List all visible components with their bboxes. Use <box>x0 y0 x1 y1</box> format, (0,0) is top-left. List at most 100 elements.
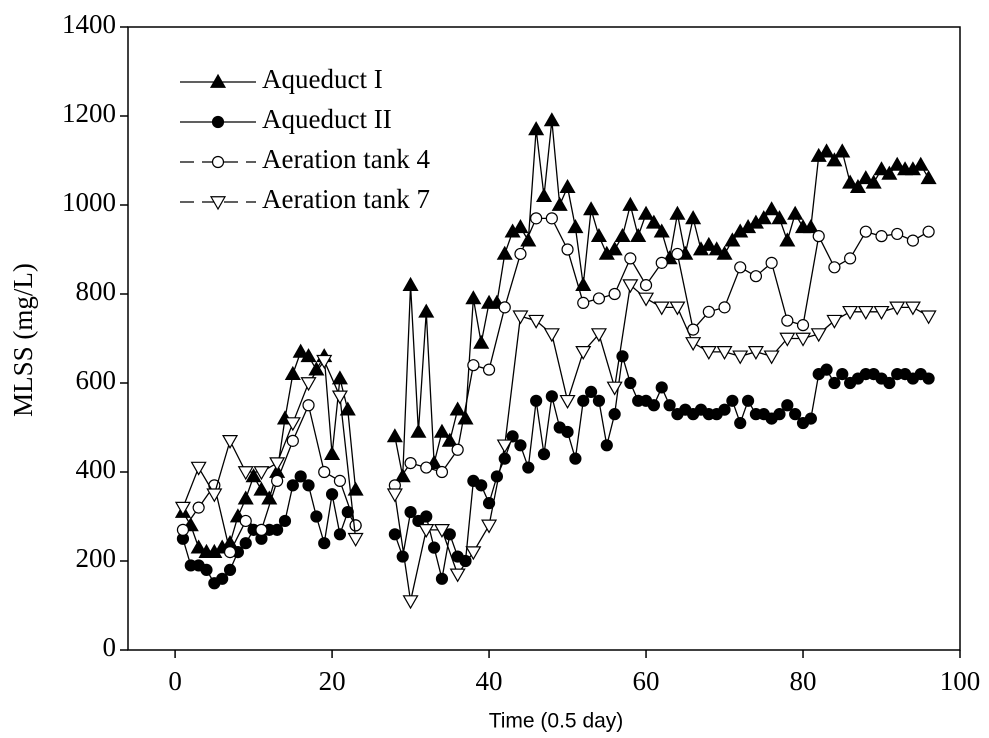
marker <box>339 401 356 416</box>
marker <box>857 305 874 321</box>
marker <box>324 445 341 461</box>
marker <box>347 532 364 547</box>
y-tick-label: 200 <box>76 543 117 573</box>
marker <box>394 468 411 483</box>
marker <box>802 219 819 234</box>
marker <box>828 376 841 390</box>
marker <box>828 261 841 274</box>
y-tick-label: 800 <box>76 276 117 306</box>
marker <box>794 332 812 347</box>
marker <box>638 205 655 220</box>
marker <box>402 595 419 610</box>
y-tick-label: 0 <box>103 632 117 662</box>
marker <box>671 247 684 261</box>
marker <box>331 390 348 405</box>
marker <box>245 468 262 483</box>
marker <box>530 394 543 407</box>
marker <box>912 156 929 171</box>
marker <box>465 546 482 561</box>
marker <box>300 348 317 363</box>
marker <box>192 501 205 514</box>
marker <box>294 470 307 483</box>
marker <box>873 305 890 321</box>
marker <box>559 394 576 410</box>
legend-marker <box>209 73 227 88</box>
marker <box>700 346 717 361</box>
marker <box>496 245 513 260</box>
marker <box>592 394 606 407</box>
marker <box>530 212 543 225</box>
legend-label: Aqueduct II <box>262 104 392 134</box>
marker <box>543 112 560 127</box>
marker <box>190 461 207 476</box>
marker <box>844 252 857 265</box>
marker <box>271 523 284 536</box>
x-tick-label: 40 <box>476 666 503 696</box>
marker <box>732 350 749 365</box>
y-axis-label: MLSS (mg/L) <box>8 263 38 417</box>
x-tick-label: 20 <box>319 666 346 696</box>
marker <box>255 523 268 536</box>
marker <box>647 399 660 412</box>
marker <box>514 439 527 452</box>
marker <box>522 461 535 474</box>
marker <box>239 537 252 550</box>
marker <box>575 346 592 361</box>
marker <box>420 510 433 523</box>
legend-marker <box>211 115 225 129</box>
marker <box>718 403 731 416</box>
marker <box>624 252 637 265</box>
marker <box>349 519 362 532</box>
marker <box>875 230 888 243</box>
marker <box>308 361 325 376</box>
marker <box>577 394 590 407</box>
marker <box>333 528 347 541</box>
legend-marker <box>211 155 225 169</box>
x-tick-label: 60 <box>633 666 660 696</box>
marker <box>325 488 339 501</box>
marker <box>559 178 576 194</box>
x-tick-label: 100 <box>940 666 981 696</box>
marker <box>577 296 590 309</box>
marker <box>796 319 810 332</box>
marker <box>669 205 686 220</box>
marker <box>418 303 435 318</box>
marker <box>920 170 937 185</box>
marker <box>467 359 480 372</box>
marker <box>836 368 849 381</box>
marker <box>812 230 825 243</box>
marker <box>763 350 780 365</box>
marker <box>590 328 607 343</box>
marker <box>685 337 702 352</box>
marker <box>443 528 456 541</box>
marker <box>176 523 190 536</box>
marker <box>569 452 582 465</box>
marker <box>441 432 458 447</box>
marker <box>347 481 364 496</box>
marker <box>891 227 904 241</box>
marker <box>771 210 788 225</box>
marker <box>755 210 772 225</box>
marker <box>386 488 403 503</box>
marker <box>818 143 835 158</box>
marker <box>174 501 191 516</box>
legend-label: Aeration tank 7 <box>262 184 430 214</box>
marker <box>457 410 474 425</box>
marker <box>396 550 409 563</box>
marker <box>639 279 653 292</box>
marker <box>512 310 529 325</box>
marker <box>481 519 498 534</box>
marker <box>889 156 906 171</box>
marker <box>826 314 843 329</box>
x-tick-label: 0 <box>168 666 182 696</box>
marker <box>561 243 574 256</box>
marker <box>904 301 921 316</box>
marker <box>749 270 763 283</box>
marker <box>482 497 496 510</box>
marker <box>428 541 441 554</box>
marker <box>592 292 606 305</box>
marker <box>608 408 621 421</box>
marker <box>716 245 733 260</box>
marker <box>655 381 668 394</box>
marker <box>906 234 920 247</box>
